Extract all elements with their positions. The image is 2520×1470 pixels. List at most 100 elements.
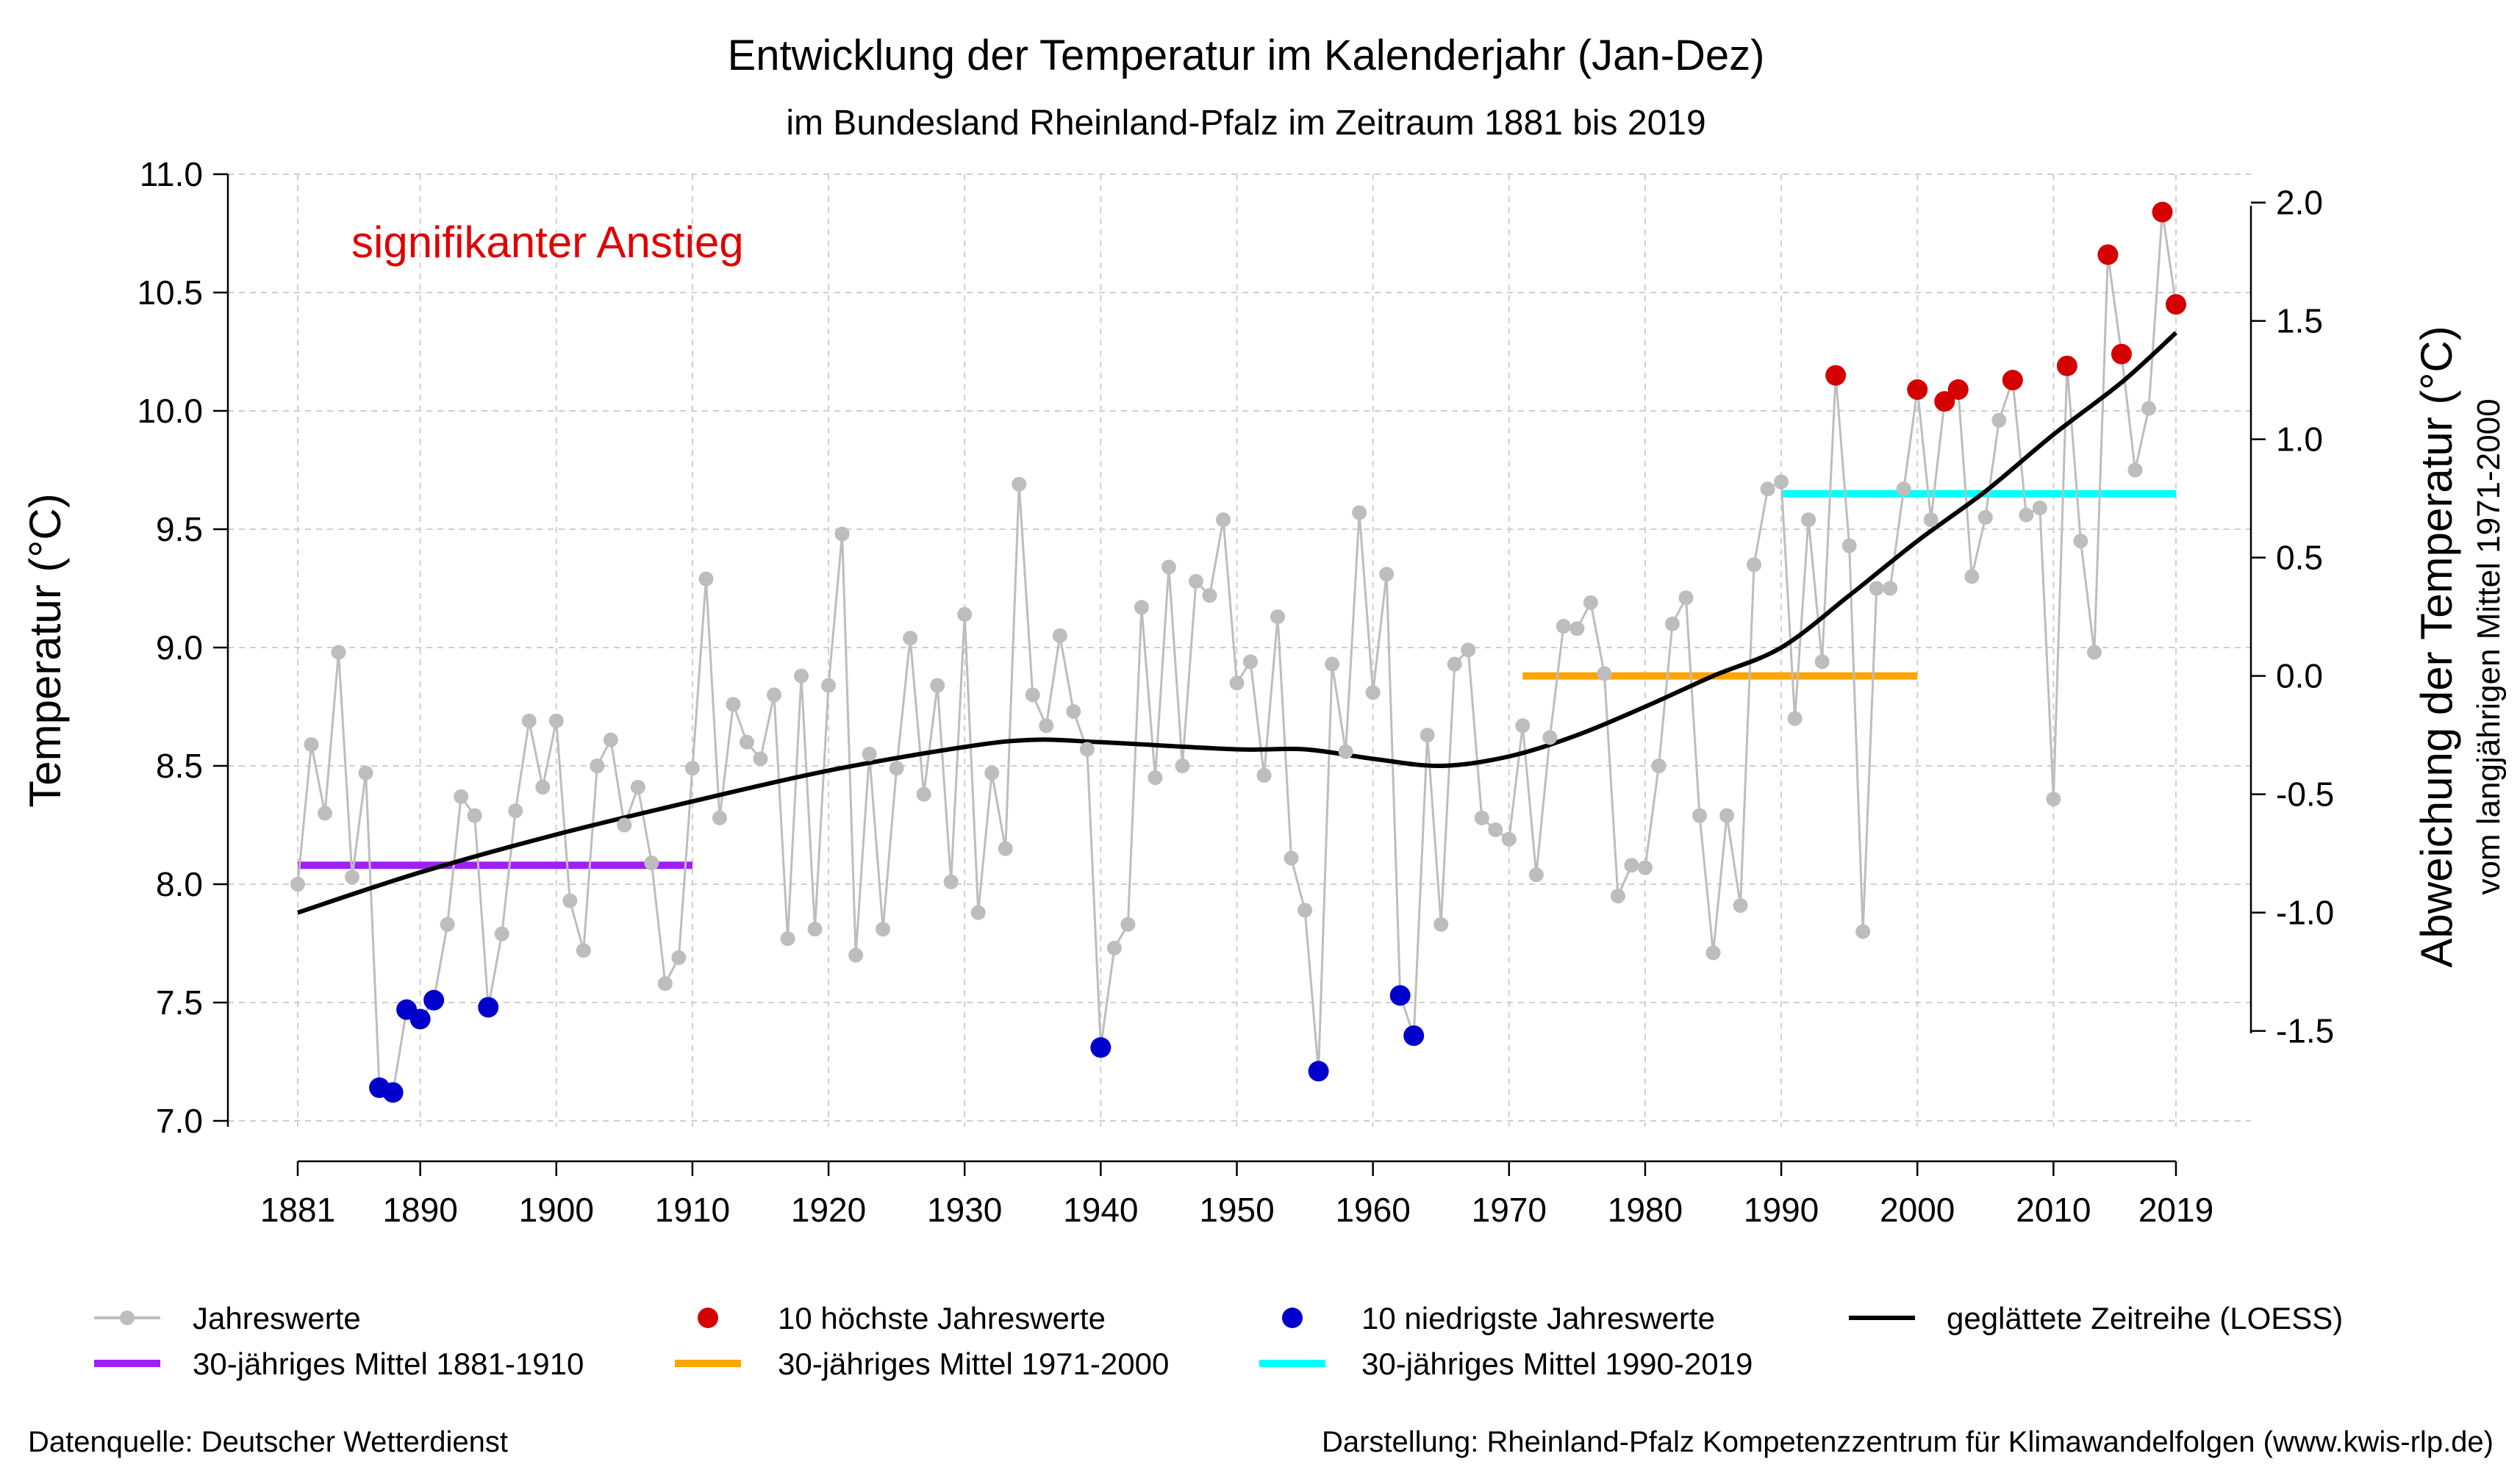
annual-point (603, 732, 618, 747)
annual-point (1760, 481, 1775, 497)
annual-point (1229, 675, 1245, 691)
y-axis-title: Temperatur (°C) (21, 493, 70, 807)
annual-point (290, 877, 305, 892)
lowest-point (382, 1082, 404, 1103)
annual-point (1256, 767, 1272, 783)
annual-point (1991, 412, 2007, 428)
annual-point (984, 765, 1000, 781)
annual-point (1270, 609, 1286, 625)
annual-point (834, 526, 850, 542)
annual-point (780, 931, 795, 947)
annual-point (1883, 581, 1898, 596)
annual-point (1801, 512, 1816, 528)
credit: Darstellung: Rheinland-Pfalz Kompetenzze… (1322, 1426, 2494, 1458)
annual-point (1733, 897, 1748, 913)
annual-point (970, 905, 986, 920)
annual-point (1705, 945, 1721, 961)
annual-point (1148, 770, 1163, 786)
y-tick-label: 8.5 (156, 747, 203, 785)
legend-label-loess: geglättete Zeitreihe (LOESS) (1947, 1301, 2343, 1335)
legend-item-loess: geglättete Zeitreihe (LOESS) (1849, 1301, 2343, 1335)
data-source: Datenquelle: Deutscher Wetterdienst (28, 1426, 508, 1458)
x-tick-label: 2019 (2138, 1191, 2213, 1229)
annual-point (1556, 619, 1571, 634)
annual-point (739, 734, 754, 750)
lowest-point (1403, 1025, 1425, 1047)
annual-point (1474, 810, 1489, 825)
legend-label-niedrigste: 10 niedrigste Jahreswerte (1361, 1301, 1715, 1335)
annual-point (1719, 808, 1735, 823)
annual-point (331, 645, 346, 660)
annual-point (548, 713, 564, 728)
highest-point (2002, 370, 2023, 391)
legend-item-mittel-1881-1910: 30-jähriges Mittel 1881-1910 (94, 1347, 584, 1381)
annual-point (943, 874, 959, 889)
annual-point (1569, 621, 1585, 637)
annual-point (1039, 718, 1054, 734)
highest-point (2152, 201, 2173, 223)
highest-point (1907, 379, 1928, 401)
x-tick-label: 2000 (1880, 1191, 1955, 1229)
loess-path (297, 331, 2178, 915)
y-tick-label: 7.5 (156, 983, 203, 1022)
annual-point (1379, 567, 1395, 582)
x-tick-label: 2010 (2016, 1191, 2091, 1229)
y-tick-label: 11.0 (140, 155, 203, 193)
legend-item-niedrigste: 10 niedrigste Jahreswerte (1282, 1301, 1715, 1335)
annual-point (889, 761, 904, 776)
annual-point (1678, 590, 1694, 606)
annual-point (358, 765, 373, 781)
legend-marker-hoechste (698, 1308, 718, 1328)
x-tick-label: 1960 (1335, 1191, 1410, 1229)
legend-label-mittel-1881-1910: 30-jähriges Mittel 1881-1910 (193, 1347, 584, 1381)
annual-point (1624, 858, 1639, 873)
annual-point (1433, 917, 1449, 932)
x-tick-label: 1910 (655, 1191, 730, 1229)
x-tick-label: 1900 (519, 1191, 594, 1229)
highest-point (2111, 343, 2132, 365)
annual-point (2141, 401, 2156, 416)
annual-point (1610, 889, 1625, 904)
legend-item-mittel-1990-2019: 30-jähriges Mittel 1990-2019 (1259, 1347, 1753, 1381)
annual-point (590, 759, 605, 773)
lowest-point (478, 997, 499, 1018)
annual-point (1583, 595, 1598, 610)
annual-point (562, 893, 578, 908)
annual-point (2086, 645, 2102, 660)
annual-point (2127, 462, 2143, 478)
loess-curve (297, 331, 2178, 915)
annual-point (1066, 703, 1081, 719)
legend-label-hoechste: 10 höchste Jahreswerte (778, 1301, 1106, 1335)
legend-marker-niedrigste (1282, 1308, 1303, 1328)
y2-tick-label: 2.0 (2276, 184, 2323, 222)
annual-point (1664, 616, 1680, 631)
legend: Jahreswerte 30-jähriges Mittel 1881-1910… (94, 1301, 2343, 1381)
annual-point (617, 817, 632, 833)
annual-point (644, 856, 659, 871)
annual-point (440, 917, 455, 932)
annual-point (1515, 718, 1531, 734)
legend-item-mittel-1971-2000: 30-jähriges Mittel 1971-2000 (675, 1347, 1169, 1381)
annual-point (957, 606, 973, 622)
x-tick-label: 1881 (260, 1191, 335, 1229)
annual-point (1692, 808, 1707, 823)
annual-point (535, 779, 551, 795)
annual-point (304, 737, 319, 753)
y2-axis: -1.5 -1.0 -0.5 0.0 0.5 1.0 1.5 2.0 (2249, 184, 2334, 1050)
legend-label-mittel-1971-2000: 30-jähriges Mittel 1971-2000 (778, 1347, 1169, 1381)
annual-point (1447, 656, 1462, 672)
annual-point (848, 947, 864, 963)
annual-point (1106, 940, 1122, 956)
lowest-point (1090, 1037, 1112, 1058)
x-tick-label: 1990 (1744, 1191, 1819, 1229)
annual-point (930, 678, 945, 693)
grid (228, 173, 2251, 1127)
y-tick-label: 10.0 (137, 392, 203, 430)
x-tick-label: 1940 (1063, 1191, 1138, 1229)
annual-point (2032, 501, 2047, 516)
annual-point (1923, 512, 1939, 528)
annual-point (876, 922, 891, 937)
x-tick-label: 1980 (1608, 1191, 1683, 1229)
annual-point (1528, 867, 1544, 883)
